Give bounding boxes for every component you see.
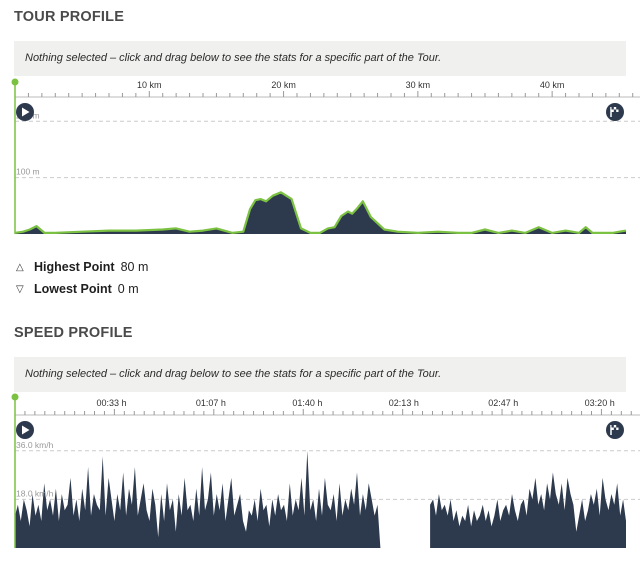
start-marker-dot xyxy=(11,78,19,86)
series-area xyxy=(15,192,626,234)
y-tick-label: 18.0 km/h xyxy=(16,488,54,498)
highest-point-value: 80 m xyxy=(120,260,149,274)
finish-flag-icon xyxy=(610,425,619,435)
y-tick-label: 36.0 km/h xyxy=(16,440,54,450)
play-button[interactable] xyxy=(16,103,34,121)
x-tick-label: 00:33 h xyxy=(96,398,126,408)
finish-flag-button[interactable] xyxy=(606,103,624,121)
lowest-point-label: Lowest Point xyxy=(34,282,112,296)
series-line xyxy=(14,191,627,234)
x-tick-label: 30 km xyxy=(406,80,431,90)
x-tick-label: 10 km xyxy=(137,80,162,90)
x-tick-label: 03:20 h xyxy=(585,398,615,408)
speed-selection-info: Nothing selected – click and drag below … xyxy=(14,357,626,392)
speed-profile-chart[interactable]: 00:33 h 01:07 h 01:40 h 02:13 h 02:47 h 03:20… xyxy=(0,393,640,551)
series-area xyxy=(15,450,381,548)
tour-profile-title: TOUR PROFILE xyxy=(14,9,125,25)
x-tick-label: 40 km xyxy=(540,80,565,90)
y-tick-label: 100 m xyxy=(16,167,40,177)
series-area xyxy=(430,472,626,548)
lowest-point-stat: ▽ Lowest Point 0 m xyxy=(16,282,139,296)
lowest-point-value: 0 m xyxy=(117,282,139,296)
start-marker-dot xyxy=(11,393,19,401)
play-icon xyxy=(22,107,30,117)
highest-point-stat: △ Highest Point 80 m xyxy=(16,260,148,274)
triangle-up-icon: △ xyxy=(16,261,24,273)
x-tick-label: 02:47 h xyxy=(488,398,518,408)
x-tick-label: 02:13 h xyxy=(389,398,419,408)
triangle-down-icon: ▽ xyxy=(16,283,24,295)
highest-point-label: Highest Point xyxy=(34,260,115,274)
play-icon xyxy=(22,425,30,435)
speed-profile-title: SPEED PROFILE xyxy=(14,325,133,341)
x-tick-label: 01:07 h xyxy=(196,398,226,408)
finish-flag-icon xyxy=(610,107,619,117)
x-tick-label: 01:40 h xyxy=(292,398,322,408)
x-tick-label: 20 km xyxy=(271,80,296,90)
finish-flag-button[interactable] xyxy=(606,421,624,439)
play-button[interactable] xyxy=(16,421,34,439)
tour-selection-info: Nothing selected – click and drag below … xyxy=(14,41,626,76)
